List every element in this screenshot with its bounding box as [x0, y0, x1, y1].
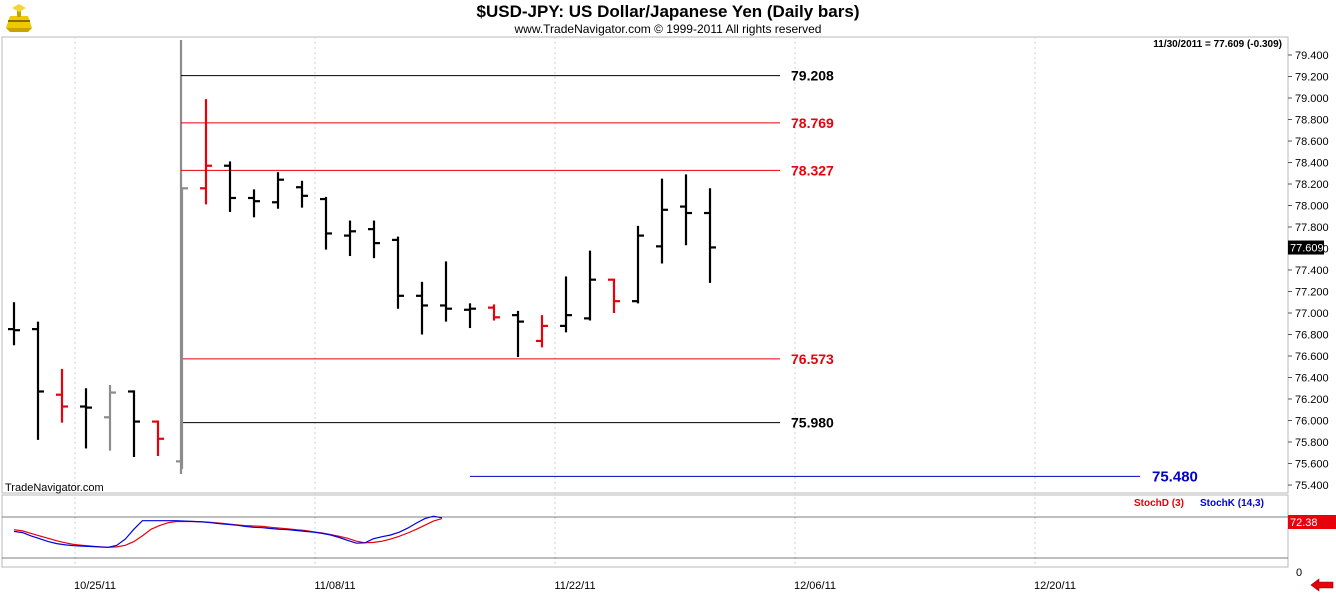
watermark-text: TradeNavigator.com — [5, 482, 104, 494]
ohlc-bar — [80, 388, 92, 449]
axis-layer: 10/25/11 11/08/11 11/22/11 12/06/11 12/20/11… — [5, 39, 1329, 592]
ohlc-bar — [560, 276, 572, 333]
ohlc-bar — [464, 303, 476, 329]
red-left-arrow-icon[interactable] — [1310, 578, 1334, 592]
trade-navigator-logo-icon[interactable] — [2, 2, 36, 34]
stoch-panel-frame — [1, 494, 1289, 568]
y-tick-label: 78.800 — [1295, 115, 1329, 127]
ohlc-bar — [152, 420, 164, 456]
y-tick-label: 75.400 — [1295, 480, 1329, 492]
y-tick-label: 76.400 — [1295, 373, 1329, 385]
stoch-d-line — [13, 518, 443, 548]
copyright-text: www.TradeNavigator.com © 1999-2011 All r… — [514, 22, 822, 36]
y-tick-label: 78.000 — [1295, 201, 1329, 213]
x-tick-label: 11/22/11 — [554, 580, 595, 592]
ohlc-bar — [200, 99, 212, 205]
x-tick-label: 11/08/11 — [314, 580, 355, 592]
y-tick-label: 75.600 — [1295, 459, 1329, 471]
y-tick-label: 76.600 — [1295, 351, 1329, 363]
y-tick-label: 78.600 — [1295, 136, 1329, 148]
y-tick-label: 79.400 — [1295, 50, 1329, 62]
stoch-k-line — [13, 515, 443, 548]
ohlc-bar — [488, 304, 500, 321]
price-panel-frame — [1, 36, 1289, 494]
stoch-value-label: 72.38 — [1290, 517, 1318, 529]
x-tick-label: 12/20/11 — [1034, 580, 1076, 592]
stoch-k-legend: StochK (14,3) — [1200, 498, 1264, 509]
last-price-label: 77.609 — [1290, 243, 1324, 255]
ohlc-bar — [176, 187, 188, 469]
ohlc-bar — [320, 196, 332, 250]
ohlc-bar — [680, 174, 692, 246]
bars-layer — [8, 99, 716, 469]
y-tick-label: 79.000 — [1295, 93, 1329, 105]
y-tick-label: 79.200 — [1295, 72, 1329, 84]
ohlc-bar — [608, 278, 620, 313]
last-quote-text: 11/30/2011 = 77.609 (-0.309) — [1153, 39, 1282, 50]
ohlc-bar — [656, 178, 668, 264]
y-tick-label: 78.400 — [1295, 158, 1329, 170]
y-tick-label: 77.200 — [1295, 287, 1329, 299]
stoch-zero-label: 0 — [1296, 567, 1302, 579]
ohlc-bar — [368, 220, 380, 259]
level-label: 78.769 — [791, 115, 834, 131]
ohlc-bar — [344, 220, 356, 257]
y-tick-label: 76.800 — [1295, 330, 1329, 342]
level-label: 75.980 — [791, 415, 834, 431]
stoch-layer: StochD (3) StochK (14,3) 72.38 0 — [2, 498, 1336, 579]
ohlc-bar — [104, 385, 116, 451]
stoch-d-legend: StochD (3) — [1134, 498, 1184, 509]
y-tick-label: 78.200 — [1295, 179, 1329, 191]
ohlc-bar — [440, 261, 452, 322]
ohlc-bar — [392, 236, 404, 309]
ohlc-bar — [248, 189, 260, 218]
level-label: 79.208 — [791, 68, 834, 84]
stoch-value-box — [1288, 515, 1336, 529]
y-tick-label: 77.000 — [1295, 308, 1329, 320]
ohlc-bar — [56, 368, 68, 423]
chart-title: $USD-JPY: US Dollar/Japanese Yen (Daily … — [476, 2, 860, 21]
ohlc-bar — [224, 161, 236, 212]
y-tick-label: 76.000 — [1295, 416, 1329, 428]
ohlc-bar — [272, 172, 284, 209]
level-label: 76.573 — [791, 351, 834, 367]
ohlc-bar — [632, 225, 644, 304]
levels-layer: 79.208 78.769 78.327 76.573 75.980 75.480 — [179, 40, 1198, 485]
ohlc-bar — [584, 250, 596, 321]
level-label: 78.327 — [791, 162, 834, 178]
ohlc-bar — [704, 188, 716, 283]
y-tick-label: 76.200 — [1295, 394, 1329, 406]
level-label: 75.480 — [1152, 468, 1198, 485]
ohlc-bar — [296, 180, 308, 208]
ohlc-bar — [8, 302, 20, 346]
ohlc-bar — [32, 321, 44, 440]
ohlc-bar — [512, 310, 524, 358]
y-tick-label: 77.800 — [1295, 222, 1329, 234]
y-tick-label: 75.800 — [1295, 437, 1329, 449]
x-tick-label: 10/25/11 — [74, 580, 116, 592]
date-axis-bg — [0, 568, 1336, 594]
grid-layer — [0, 36, 1336, 594]
ohlc-bar — [416, 281, 428, 335]
x-tick-label: 12/06/11 — [794, 580, 836, 592]
ohlc-bar — [128, 390, 140, 458]
y-tick-label: 77.400 — [1295, 265, 1329, 277]
ohlc-bar — [536, 315, 548, 348]
last-price-box — [1288, 240, 1324, 255]
